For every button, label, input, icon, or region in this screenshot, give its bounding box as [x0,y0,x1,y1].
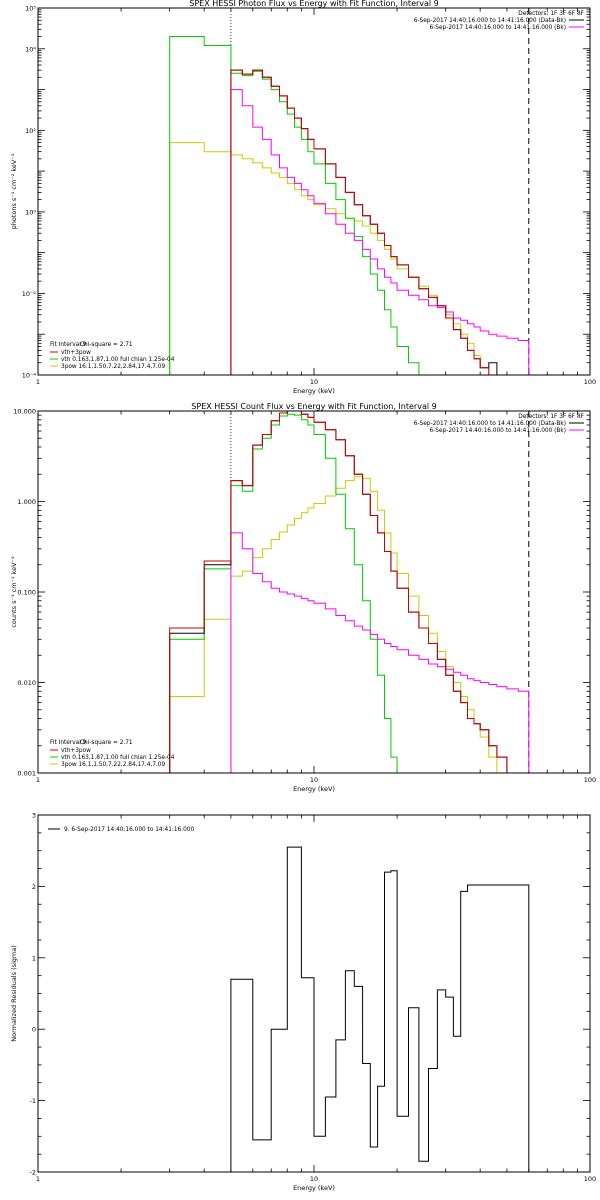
series-vth [169,36,420,375]
chart-panel-2: SPEX HESSI Count Flux vs Energy with Fit… [10,402,596,793]
y-axis-label: Normalized Residuals (sigma) [10,945,18,1042]
legend-detectors: Detectors: 1F 3F 6F 8F [518,11,584,17]
plot-frame [37,410,591,774]
x-tick-label: 100 [584,378,596,386]
y-tick-label: 3 [32,812,36,820]
x-tick-label: 100 [584,1175,596,1183]
y-axis-label: counts s⁻¹ cm⁻² keV⁻¹ [10,556,18,628]
legend-fit-interval: Fit Interval 9 [50,740,87,746]
legend-fit-interval: Fit Interval 9 [50,342,87,348]
series-3pow [169,142,490,375]
series-data [230,69,498,375]
legend-top-right: Detectors: 1F 3F 6F 8F6-Sep-2017 14:40:1… [414,414,584,434]
series-group [169,36,530,375]
plot-frame [37,7,591,376]
series-residuals [230,846,530,1172]
y-tick-label: -2 [30,1169,36,1177]
x-tick-label: 1 [36,776,40,784]
x-axis-label: Energy (keV) [293,387,335,395]
series-bk [230,532,530,773]
y-tick-label: 0.100 [17,589,36,597]
series-group [230,846,530,1172]
legend-chi-square: Chi-square = 2.71 [80,342,133,348]
y-tick-label: 10⁻⁴ [22,372,37,380]
y-tick-label: 10⁴ [25,45,36,53]
legend-total-label: vth+3pow [61,350,91,356]
series-data [169,411,508,773]
x-tick-label: 10 [310,776,318,784]
legend-chi-square: Chi-square = 2.71 [80,740,133,746]
y-tick-label: 1 [32,954,36,962]
x-tick-label: 10 [310,378,318,386]
series-group [169,411,530,773]
chart-panel-1: SPEX HESSI Photon Flux vs Energy with Fi… [10,0,596,395]
x-axis-label: Energy (keV) [293,1184,335,1192]
series-vth-3pow [169,411,508,773]
series-vth [169,413,398,773]
y-tick-label: 10⁰ [25,208,36,216]
x-axis-label: Energy (keV) [293,785,335,793]
y-tick-label: 2 [32,883,36,891]
y-tick-label: 0 [32,1026,36,1034]
series-vth-3pow [230,69,490,375]
y-tick-label: 10⁵ [25,5,36,13]
legend-detectors: Detectors: 1F 3F 6F 8F [518,414,584,420]
y-tick-label: 0.001 [17,770,36,778]
y-axis-label: photons s⁻¹ cm⁻² keV⁻¹ [10,153,18,229]
legend-total-label: vth+3pow [61,748,91,754]
legend-data-time: 6-Sep-2017 14:40:16.000 to 14:41:16.000 … [414,18,566,24]
plot-frame [37,814,591,1173]
x-tick-label: 1 [36,378,40,386]
legend-data-time: 6-Sep-2017 14:40:16.000 to 14:41:16.000 … [414,421,566,427]
legend-bk-time: 6-Sep-2017 14:40:16.000 to 14:41:16.000 … [430,428,566,434]
x-tick-label: 10 [310,1175,318,1183]
legend-vth-label: vth 0.163,1.87,1.00 full chian 1.25e-04 [61,357,175,363]
y-tick-label: 10⁻² [22,290,37,298]
legend-residual-label: 9. 6-Sep-2017 14:40:16.000 to 14:41:16.0… [64,827,194,833]
chart-title: SPEX HESSI Count Flux vs Energy with Fit… [191,402,436,411]
y-tick-label: 10.000 [13,408,36,416]
legend-vth-label: vth 0.163,1.87,1.00 full chian 1.25e-04 [61,755,175,761]
y-tick-label: 10² [25,127,36,135]
chart-title: SPEX HESSI Photon Flux vs Energy with Fi… [189,0,439,8]
series-3pow [169,475,498,773]
y-tick-label: -1 [30,1097,36,1105]
legend-residuals: 9. 6-Sep-2017 14:40:16.000 to 14:41:16.0… [48,827,194,833]
legend-pow-label: 3pow 16.1,1.50,7.22,2.84,17.4,7.09 [61,364,165,370]
x-tick-label: 1 [36,1175,40,1183]
legend-top-right: Detectors: 1F 3F 6F 8F6-Sep-2017 14:40:1… [414,11,584,31]
y-tick-label: 1.000 [17,498,36,506]
chart-panel-3: 1 10 100 -2 -1 0 1 2 3 Energy (keV) Normalized Res… [10,812,596,1193]
legend-pow-label: 3pow 16.1,1.50,7.22,2.84,17.4,7.09 [61,762,165,768]
legend-bk-time: 6-Sep-2017 14:40:16.000 to 14:41:16.000 … [430,25,566,31]
series-bk [230,89,530,375]
y-tick-label: 0.010 [17,679,36,687]
x-tick-label: 100 [584,776,596,784]
